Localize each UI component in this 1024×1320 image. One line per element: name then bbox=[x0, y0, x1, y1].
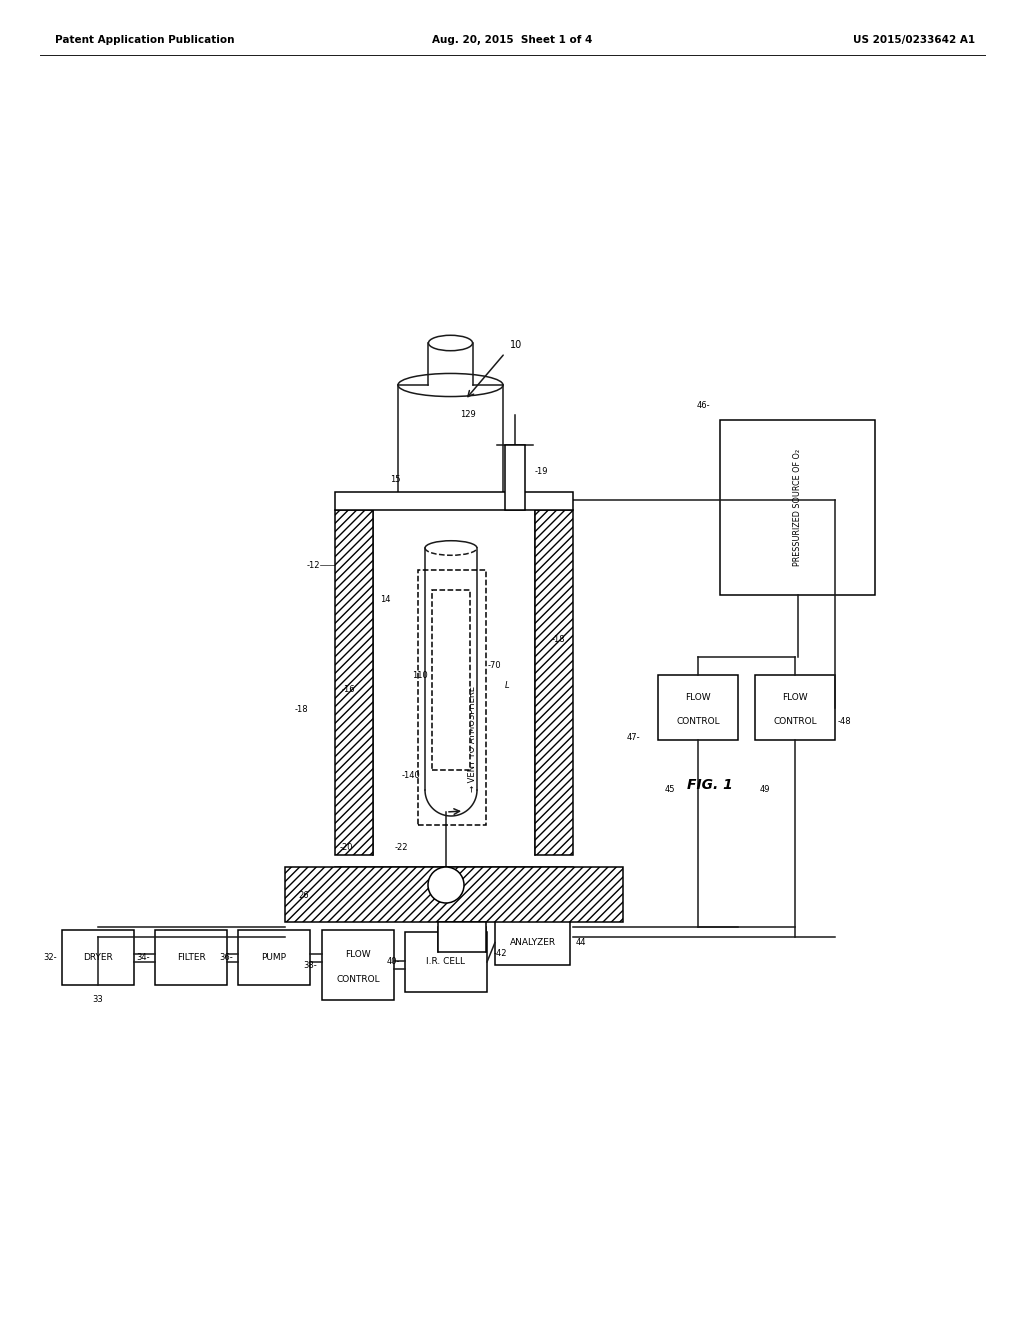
Text: -16: -16 bbox=[341, 685, 355, 694]
Text: I.R. CELL: I.R. CELL bbox=[427, 957, 466, 966]
Bar bbox=[285, 867, 623, 921]
Text: 32-: 32- bbox=[43, 953, 57, 962]
Text: 38-: 38- bbox=[303, 961, 317, 969]
Text: -18: -18 bbox=[552, 635, 565, 644]
Text: -42: -42 bbox=[494, 949, 508, 958]
Text: 41: 41 bbox=[473, 870, 483, 879]
Text: 49: 49 bbox=[760, 785, 770, 795]
Text: 129: 129 bbox=[460, 411, 476, 420]
Text: -18: -18 bbox=[294, 705, 308, 714]
Text: L: L bbox=[505, 681, 510, 689]
Bar bbox=[322, 931, 394, 1001]
Text: CONTROL: CONTROL bbox=[336, 974, 380, 983]
Text: Aug. 20, 2015  Sheet 1 of 4: Aug. 20, 2015 Sheet 1 of 4 bbox=[432, 36, 592, 45]
Text: FLOW: FLOW bbox=[685, 693, 711, 702]
Text: Patent Application Publication: Patent Application Publication bbox=[55, 36, 234, 45]
Text: -19: -19 bbox=[535, 467, 549, 477]
Text: 34-: 34- bbox=[136, 953, 150, 962]
Text: → VENT TO ATMOSPHERE: → VENT TO ATMOSPHERE bbox=[468, 686, 477, 792]
Text: 15: 15 bbox=[390, 475, 400, 484]
Text: 110: 110 bbox=[413, 671, 428, 680]
Text: FIG. 1: FIG. 1 bbox=[687, 777, 733, 792]
Bar bbox=[335, 510, 373, 855]
Text: 47-: 47- bbox=[627, 734, 640, 742]
Text: DRYER: DRYER bbox=[83, 953, 113, 962]
Text: 40-: 40- bbox=[386, 957, 400, 966]
Text: 45: 45 bbox=[665, 785, 676, 795]
Text: -12: -12 bbox=[306, 561, 319, 569]
Text: PRESSURIZED SOURCE OF O₂: PRESSURIZED SOURCE OF O₂ bbox=[793, 449, 802, 566]
Text: FLOW: FLOW bbox=[782, 693, 808, 702]
Bar bbox=[238, 931, 310, 985]
Text: 46-: 46- bbox=[696, 400, 710, 409]
Bar bbox=[658, 675, 738, 741]
Bar bbox=[755, 675, 835, 741]
Text: FILTER: FILTER bbox=[176, 953, 206, 962]
Text: 24: 24 bbox=[442, 944, 454, 953]
Bar bbox=[155, 931, 227, 985]
Bar bbox=[432, 590, 470, 770]
Text: CONTROL: CONTROL bbox=[773, 717, 817, 726]
Bar bbox=[495, 920, 570, 965]
Bar bbox=[438, 921, 486, 952]
Bar bbox=[62, 931, 134, 985]
Text: 10: 10 bbox=[510, 341, 522, 350]
Text: V: V bbox=[442, 880, 450, 890]
Text: PUMP: PUMP bbox=[261, 953, 287, 962]
Bar bbox=[335, 492, 573, 510]
Text: 44: 44 bbox=[575, 939, 587, 946]
Text: -48: -48 bbox=[838, 718, 852, 726]
Text: 26: 26 bbox=[298, 891, 308, 899]
Text: US 2015/0233642 A1: US 2015/0233642 A1 bbox=[853, 36, 975, 45]
Bar bbox=[720, 420, 874, 595]
Text: -70: -70 bbox=[488, 660, 502, 669]
Circle shape bbox=[428, 867, 464, 903]
Text: 33: 33 bbox=[92, 994, 103, 1003]
Text: -20: -20 bbox=[340, 842, 353, 851]
Text: -140: -140 bbox=[401, 771, 420, 780]
Text: 36-: 36- bbox=[219, 953, 233, 962]
Text: FLOW: FLOW bbox=[345, 950, 371, 960]
Bar bbox=[535, 510, 573, 855]
Bar bbox=[505, 445, 525, 510]
Text: CONTROL: CONTROL bbox=[676, 717, 720, 726]
Bar bbox=[418, 570, 486, 825]
Text: -22: -22 bbox=[395, 842, 409, 851]
Text: ANALYZER: ANALYZER bbox=[509, 939, 556, 946]
Bar bbox=[406, 932, 487, 993]
Text: 14: 14 bbox=[380, 595, 390, 605]
